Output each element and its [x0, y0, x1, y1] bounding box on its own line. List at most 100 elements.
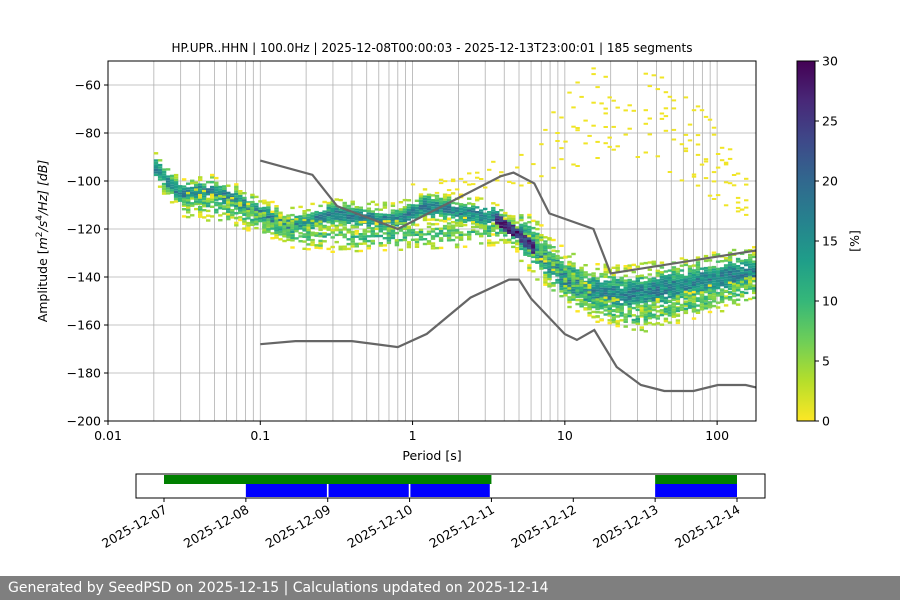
psd-cell [422, 207, 428, 210]
psd-cell [663, 299, 669, 302]
psd-cell [234, 197, 239, 200]
psd-cell [326, 211, 331, 214]
psd-cell [651, 308, 657, 312]
psd-cell [354, 218, 360, 221]
psd-cell [298, 235, 303, 238]
psd-cell [206, 209, 211, 213]
psd-cell [310, 238, 315, 242]
y-tick-label: −160 [67, 318, 101, 333]
psd-sparse-cell [467, 183, 472, 186]
psd-cell [426, 222, 432, 225]
psd-cell [406, 243, 412, 246]
psd-cell [262, 199, 267, 202]
psd-cell [446, 234, 452, 237]
psd-cell [422, 212, 428, 215]
psd-cell [639, 298, 645, 301]
psd-sparse-cell [499, 171, 504, 174]
psd-cell [671, 290, 677, 293]
psd-sparse-cell [695, 184, 701, 187]
psd-cell [198, 193, 203, 197]
psd-cell [495, 218, 500, 221]
psd-cell [294, 237, 299, 240]
psd-cell [579, 298, 584, 302]
psd-cell [579, 293, 584, 297]
psd-cell [635, 289, 641, 292]
psd-cell [298, 227, 303, 230]
psd-cell [643, 261, 649, 265]
psd-cell [655, 281, 661, 284]
psd-cell [659, 304, 665, 308]
psd-cell [330, 207, 335, 210]
psd-cell [250, 203, 255, 206]
psd-cell [438, 209, 444, 213]
psd-cell [735, 257, 741, 261]
psd-cell [535, 249, 540, 252]
psd-cell [563, 272, 568, 275]
psd-cell [731, 263, 737, 266]
psd-cell [507, 238, 512, 242]
psd-cell [744, 259, 749, 262]
psd-cell [438, 207, 444, 210]
psd-cell [422, 242, 428, 246]
psd-cell [539, 246, 544, 249]
psd-cell [430, 237, 436, 240]
psd-cell [719, 300, 725, 303]
psd-cell [611, 283, 616, 286]
psd-sparse-cell [735, 196, 741, 199]
psd-sparse-cell [643, 151, 649, 154]
psd-cell [190, 197, 195, 200]
psd-cell [595, 305, 600, 308]
psd-cell [483, 232, 488, 235]
psd-cell [543, 271, 548, 274]
psd-cell [659, 273, 665, 276]
psd-cell [595, 263, 600, 266]
psd-cell [715, 301, 721, 304]
psd-cell [559, 263, 564, 267]
psd-cell [483, 217, 488, 220]
psd-cell [282, 225, 287, 228]
psd-cell [667, 281, 673, 284]
psd-cell [378, 218, 384, 221]
psd-cell [587, 292, 592, 295]
psd-cell [731, 302, 737, 305]
psd-cell [499, 222, 504, 225]
psd-cell [623, 281, 628, 285]
psd-cell [330, 214, 335, 218]
psd-cell [663, 310, 669, 313]
psd-cell [294, 223, 299, 226]
psd-cell [350, 217, 355, 220]
psd-cell [495, 231, 500, 235]
psd-cell [458, 221, 464, 225]
psd-sparse-cell [647, 117, 653, 120]
psd-cell [226, 210, 231, 214]
psd-cell [607, 305, 612, 308]
psd-sparse-cell [703, 177, 709, 180]
psd-cell [234, 185, 239, 188]
psd-cell [314, 220, 319, 223]
psd-cell [181, 200, 187, 204]
psd-cell [326, 218, 331, 221]
psd-cell [250, 209, 255, 212]
psd-cell [202, 185, 207, 189]
psd-cell [543, 257, 548, 261]
psd-cell [567, 263, 572, 266]
psd-cell [210, 198, 215, 201]
psd-cell [679, 293, 685, 296]
psd-cell [647, 292, 653, 295]
psd-cell [479, 232, 484, 235]
psd-sparse-cell [679, 179, 685, 182]
psd-cell [169, 174, 175, 178]
psd-cell [659, 299, 665, 303]
psd-cell [707, 259, 713, 262]
psd-cell [153, 164, 159, 167]
psd-cell [599, 294, 604, 297]
psd-cell [338, 218, 343, 221]
psd-cell [543, 255, 548, 258]
psd-cell [591, 291, 596, 294]
psd-cell [262, 219, 267, 222]
psd-cell [547, 245, 552, 248]
psd-cell [627, 278, 632, 282]
psd-cell [727, 291, 733, 294]
psd-cell [752, 253, 757, 256]
psd-cell [177, 187, 183, 190]
